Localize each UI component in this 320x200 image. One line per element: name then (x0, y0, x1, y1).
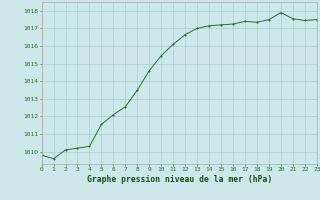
X-axis label: Graphe pression niveau de la mer (hPa): Graphe pression niveau de la mer (hPa) (87, 175, 272, 184)
